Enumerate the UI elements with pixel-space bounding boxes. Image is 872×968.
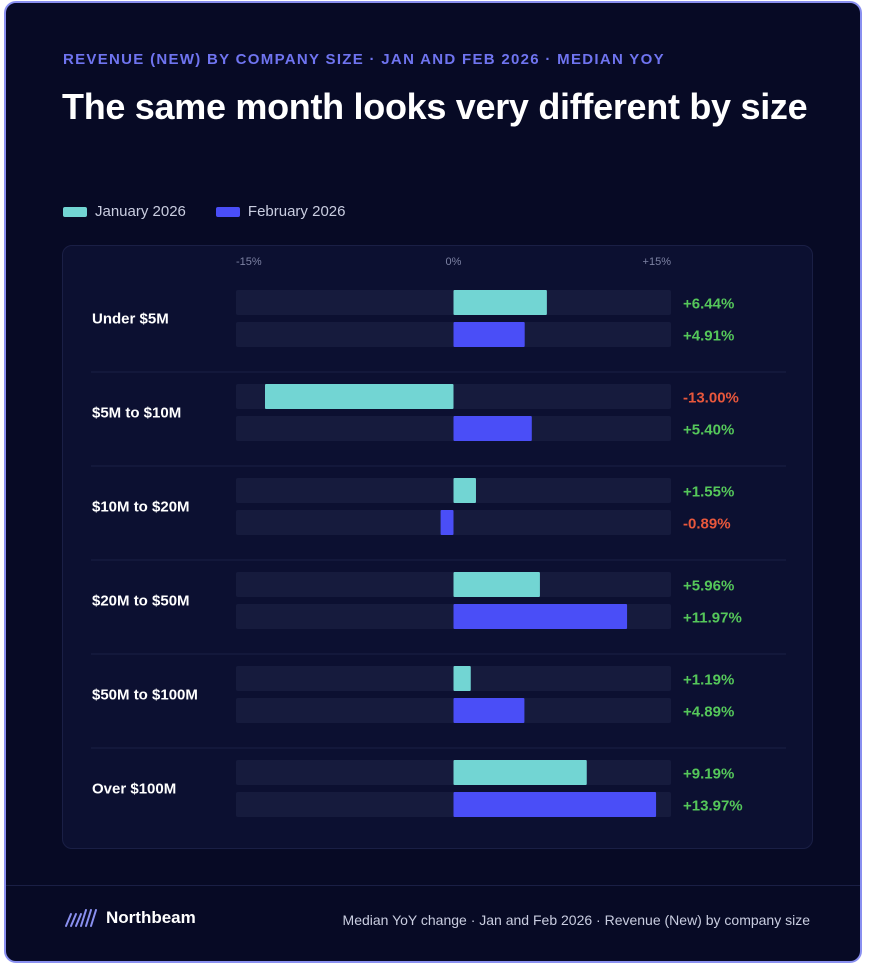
legend-item-january: January 2026: [63, 203, 186, 220]
bar-january: [265, 384, 454, 409]
category-label: $10M to $20M: [92, 499, 190, 516]
bar-february: [453, 792, 657, 817]
northbeam-logo-icon: [65, 909, 97, 927]
value-label: -0.89%: [683, 516, 731, 533]
category-label: Under $5M: [92, 311, 169, 328]
bar-february: [453, 322, 525, 347]
bar-january: [453, 478, 476, 503]
value-label: +5.40%: [683, 422, 734, 439]
value-label: +5.96%: [683, 578, 734, 595]
category-label: $5M to $10M: [92, 405, 181, 422]
bar-february: [453, 416, 532, 441]
legend-item-february: February 2026: [215, 203, 346, 220]
value-label: +9.19%: [683, 766, 734, 783]
legend-label-january: January 2026: [95, 203, 186, 220]
chart-card: REVENUE (NEW) BY COMPANY SIZE · JAN AND …: [4, 1, 862, 963]
bar-february: [453, 698, 525, 723]
chart-legend: January 2026 February 2026: [63, 203, 345, 220]
brand-name: Northbeam: [106, 908, 196, 927]
category-label: $50M to $100M: [92, 687, 198, 704]
category-label: $20M to $50M: [92, 593, 190, 610]
value-label: +11.97%: [683, 610, 742, 627]
footer-note: Median YoY change · Jan and Feb 2026 · R…: [342, 912, 810, 928]
x-tick-label: +15%: [643, 256, 672, 268]
chart-title: The same month looks very different by s…: [62, 86, 808, 127]
value-label: +13.97%: [683, 798, 743, 815]
bar-january: [453, 572, 540, 597]
x-tick-label: -15%: [236, 256, 262, 268]
x-tick-label: 0%: [446, 256, 462, 268]
value-label: +6.44%: [683, 296, 734, 313]
legend-swatch-february: [215, 206, 240, 217]
bar-chart: -15% 0% +15% Under $5M +6.44% +4.91% $5M to $1…: [91, 256, 786, 817]
legend-swatch-january: [63, 206, 87, 217]
value-label: +4.89%: [683, 704, 734, 721]
bar-january: [453, 760, 587, 785]
value-label: +1.55%: [683, 484, 734, 501]
bar-february: [453, 604, 628, 629]
chart-panel: -15% 0% +15% Under $5M +6.44% +4.91% $5M to $1…: [62, 245, 813, 849]
value-label: +1.19%: [683, 672, 734, 689]
category-label: Over $100M: [92, 781, 176, 798]
chart-eyebrow: REVENUE (NEW) BY COMPANY SIZE · JAN AND …: [63, 51, 665, 68]
value-label: +4.91%: [683, 328, 734, 345]
brand: Northbeam: [64, 908, 196, 928]
legend-label-february: February 2026: [247, 203, 346, 220]
bar-february: [440, 510, 454, 535]
value-label: -13.00%: [683, 390, 739, 407]
bar-january: [453, 290, 547, 315]
footer-divider: [6, 885, 860, 886]
bar-january: [453, 666, 471, 691]
